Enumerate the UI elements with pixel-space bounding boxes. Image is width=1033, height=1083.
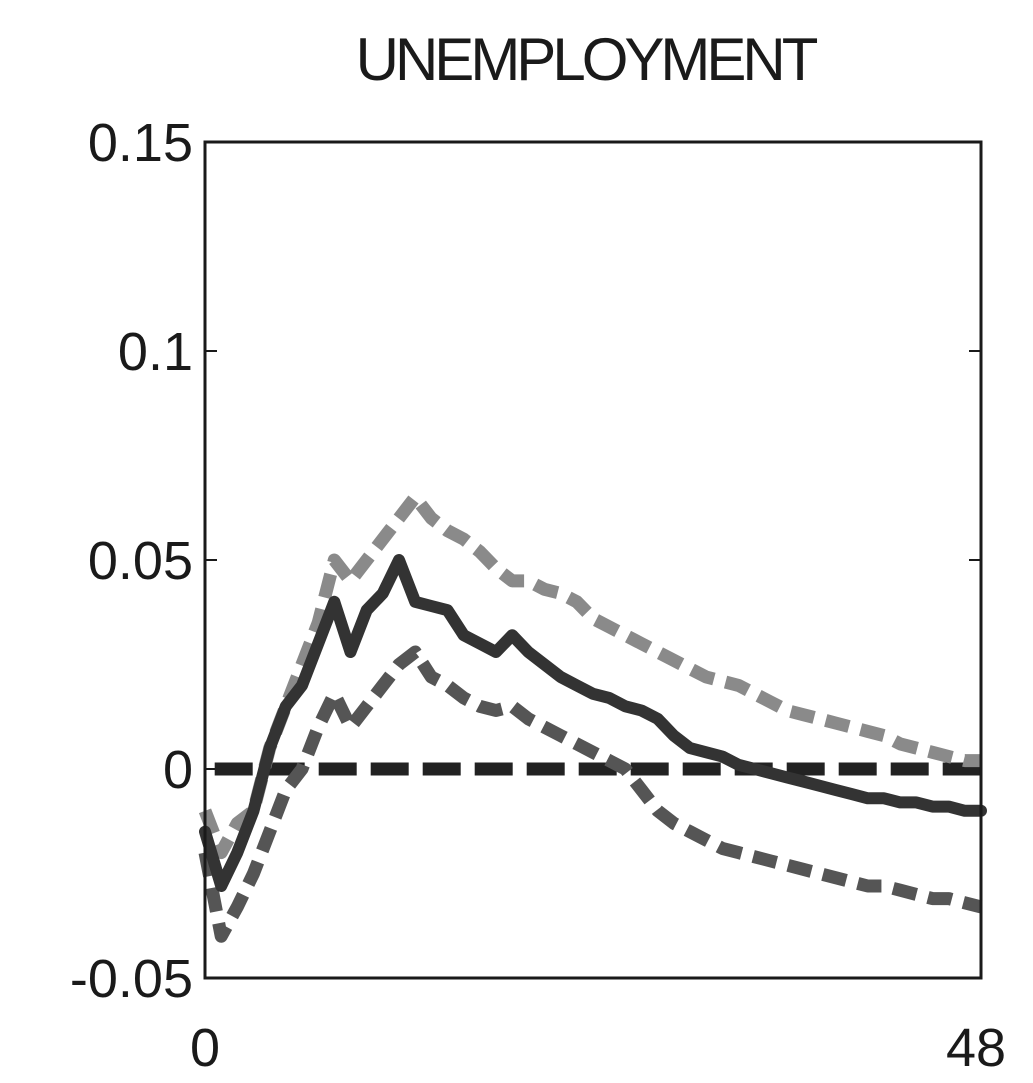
y-tick-label: 0.1 [118,322,193,382]
y-tick-label: -0.05 [70,949,193,1009]
upper-confidence-band-line [198,490,981,860]
y-tick-label: 0.05 [88,531,193,591]
impulse-response-line [199,554,987,892]
x-tick-label: 48 [946,1018,1006,1078]
lower-confidence-band-line [198,645,983,943]
x-axis-ticks: 0 48 [190,1018,1006,1078]
plot-frame [203,140,983,980]
y-axis-ticks: 0.15 0.1 0.05 0 -0.05 [70,113,981,1009]
x-tick-label: 0 [190,1018,220,1078]
chart-title: UNEMPLOYMENT [356,26,818,93]
y-tick-label: 0.15 [88,113,193,173]
series-layer [198,490,987,943]
y-tick-label: 0 [163,740,193,800]
